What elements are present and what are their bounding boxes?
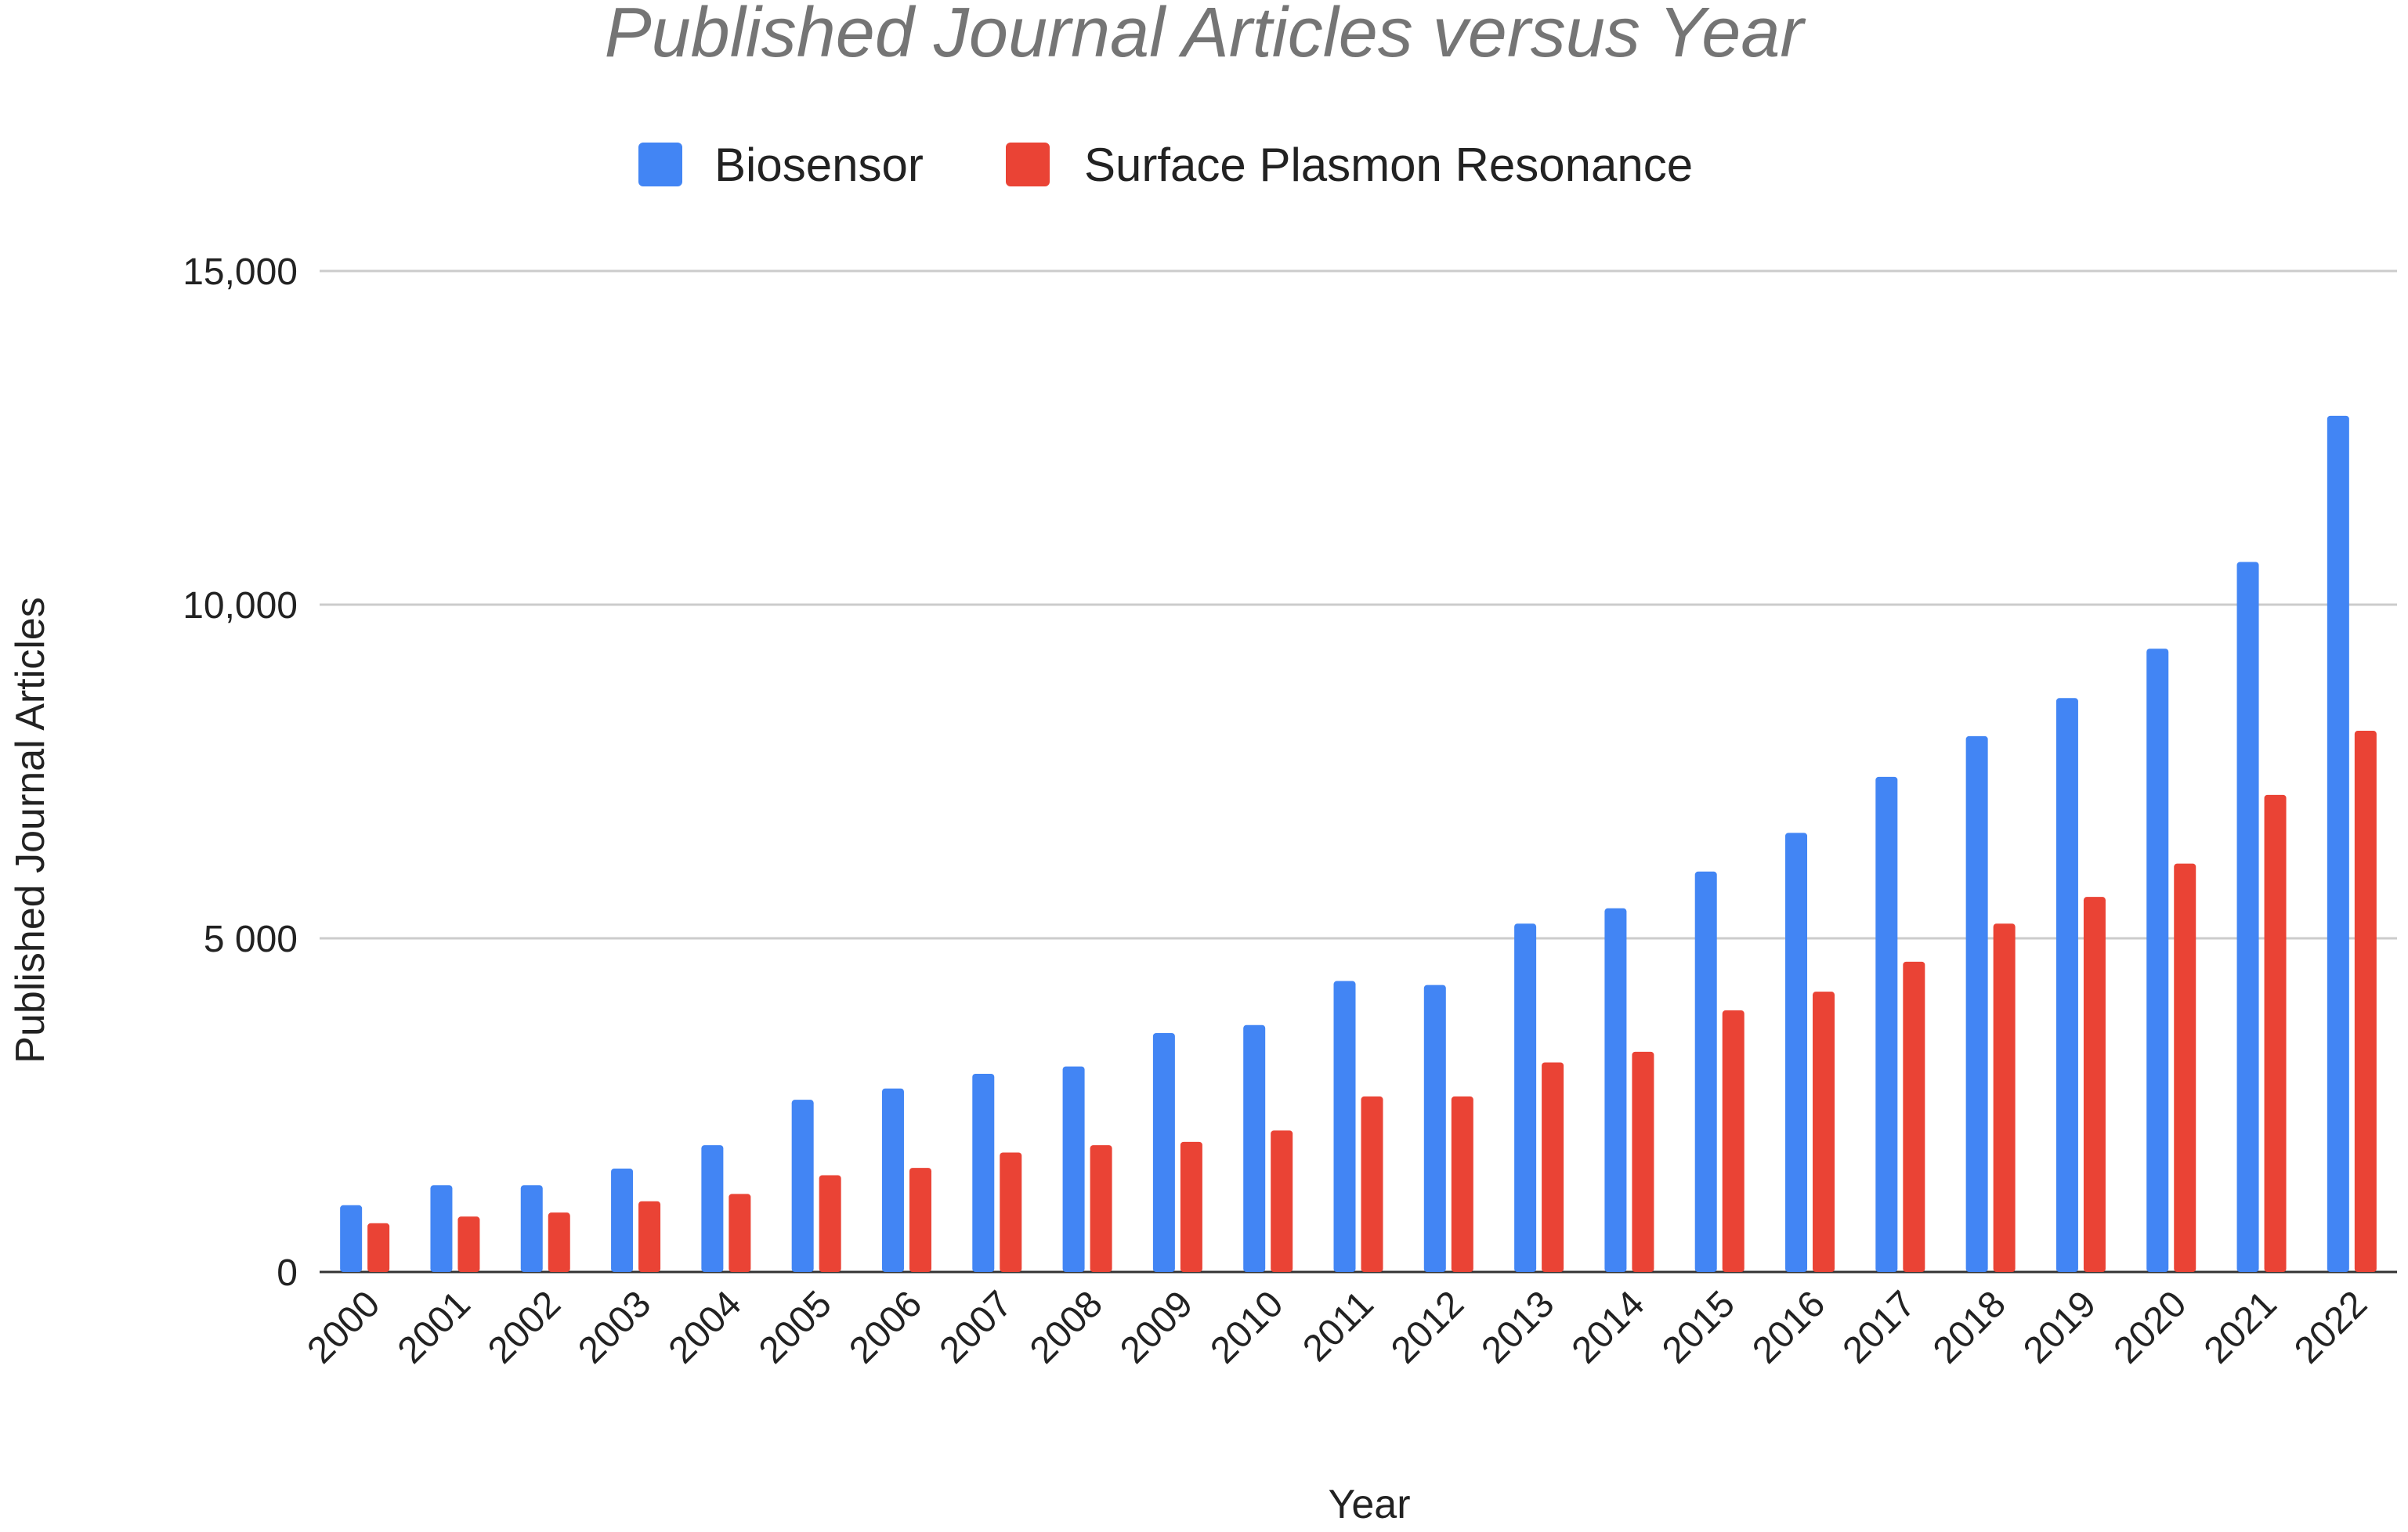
bar-biosensor-2009	[1152, 1032, 1175, 1272]
bar-biosensor-2020	[2146, 649, 2169, 1272]
x-tick-label: 2003	[570, 1283, 659, 1371]
x-tick-label: 2014	[1564, 1283, 1653, 1371]
bar-surface-plasmon-resonance-2006	[909, 1168, 931, 1272]
x-tick-label: 2007	[932, 1283, 1021, 1371]
bar-surface-plasmon-resonance-2020	[2174, 863, 2196, 1272]
x-axis: 2000 2001 2002 2003 2004 2005 2006 2007 2008 2009…	[299, 1283, 2375, 1371]
x-tick-label: 2020	[2106, 1283, 2195, 1371]
bar-biosensor-2008	[1062, 1066, 1085, 1272]
bar-biosensor-2006	[881, 1088, 904, 1272]
bar-biosensor-2007	[972, 1073, 995, 1272]
bar-surface-plasmon-resonance-2004	[729, 1194, 751, 1272]
y-axis: 0 5 000 10,000 15,000	[183, 251, 298, 1294]
x-tick-label: 2015	[1654, 1283, 1743, 1371]
x-tick-label: 2012	[1383, 1283, 1472, 1371]
bar-surface-plasmon-resonance-2000	[367, 1223, 390, 1272]
bar-biosensor-2019	[2055, 698, 2078, 1272]
x-tick-label: 2017	[1835, 1283, 1924, 1371]
gridlines	[320, 269, 2397, 1274]
x-tick-label: 2005	[751, 1283, 840, 1371]
x-tick-label: 2009	[1112, 1283, 1201, 1371]
x-tick-label: 2011	[1295, 1283, 1381, 1369]
bar-surface-plasmon-resonance-2008	[1090, 1145, 1112, 1272]
bar-surface-plasmon-resonance-2017	[1903, 961, 1925, 1272]
bar-surface-plasmon-resonance-2016	[1813, 992, 1835, 1272]
x-tick-label: 2013	[1473, 1283, 1562, 1371]
y-tick-label: 10,000	[183, 585, 298, 627]
bar-surface-plasmon-resonance-2005	[819, 1175, 841, 1272]
x-axis-title: Year	[1328, 1482, 1410, 1527]
bar-surface-plasmon-resonance-2010	[1271, 1130, 1293, 1272]
bar-biosensor-2000	[340, 1205, 363, 1272]
x-tick-label: 2010	[1202, 1283, 1291, 1371]
bar-biosensor-2018	[1965, 735, 1988, 1272]
bar-biosensor-2001	[430, 1185, 453, 1272]
bar-biosensor-2015	[1694, 871, 1717, 1272]
y-tick-label: 0	[277, 1252, 298, 1294]
bar-surface-plasmon-resonance-2013	[1542, 1062, 1564, 1272]
bar-surface-plasmon-resonance-2019	[2083, 897, 2106, 1272]
bar-biosensor-2013	[1514, 923, 1537, 1272]
legend-label: Surface Plasmon Resonance	[1084, 139, 1693, 191]
chart-title: Published Journal Articles versus Year	[605, 0, 1806, 72]
bar-surface-plasmon-resonance-2012	[1451, 1096, 1473, 1272]
legend-label: Biosensor	[714, 139, 924, 191]
bar-surface-plasmon-resonance-2003	[638, 1201, 661, 1272]
bar-surface-plasmon-resonance-2007	[1000, 1152, 1022, 1272]
bar-biosensor-2005	[791, 1100, 814, 1272]
bar-biosensor-2004	[701, 1145, 724, 1272]
y-tick-label: 15,000	[183, 251, 298, 293]
bar-surface-plasmon-resonance-2009	[1180, 1141, 1202, 1272]
bars	[340, 415, 2377, 1272]
x-tick-label: 2001	[390, 1283, 479, 1371]
bar-biosensor-2021	[2236, 562, 2259, 1272]
legend: Biosensor Surface Plasmon Resonance	[638, 139, 1693, 191]
bar-biosensor-2011	[1333, 981, 1356, 1272]
x-tick-label: 2008	[1022, 1283, 1111, 1371]
x-tick-label: 2022	[2287, 1283, 2375, 1371]
bar-surface-plasmon-resonance-2018	[1993, 923, 2016, 1272]
bar-surface-plasmon-resonance-2021	[2264, 794, 2287, 1272]
bar-surface-plasmon-resonance-2011	[1361, 1096, 1383, 1272]
y-axis-title: Published Journal Articles	[8, 597, 53, 1063]
bar-biosensor-2017	[1875, 776, 1898, 1272]
x-tick-label: 2002	[480, 1283, 569, 1371]
bar-biosensor-2002	[520, 1185, 543, 1272]
bar-surface-plasmon-resonance-2022	[2354, 731, 2377, 1272]
bar-surface-plasmon-resonance-2015	[1722, 1010, 1745, 1272]
legend-swatch-surface-plasmon-resonance	[1006, 143, 1050, 186]
bar-biosensor-2010	[1243, 1024, 1266, 1272]
bar-surface-plasmon-resonance-2001	[457, 1216, 480, 1272]
x-tick-label: 2006	[841, 1283, 930, 1371]
bar-biosensor-2012	[1423, 985, 1446, 1272]
bar-biosensor-2022	[2327, 415, 2349, 1272]
bar-surface-plasmon-resonance-2014	[1632, 1051, 1654, 1272]
bar-biosensor-2016	[1785, 833, 1808, 1272]
bar-surface-plasmon-resonance-2002	[548, 1212, 570, 1272]
bar-biosensor-2003	[611, 1168, 634, 1272]
x-tick-label: 2019	[2016, 1283, 2104, 1371]
x-tick-label: 2018	[1925, 1283, 2014, 1371]
x-tick-label: 2021	[2196, 1283, 2285, 1371]
x-tick-label: 2000	[299, 1283, 388, 1371]
x-tick-label: 2016	[1745, 1283, 1833, 1371]
bar-biosensor-2014	[1604, 908, 1627, 1272]
x-tick-label: 2004	[661, 1283, 750, 1371]
legend-swatch-biosensor	[638, 143, 682, 186]
y-tick-label: 5 000	[204, 919, 298, 960]
